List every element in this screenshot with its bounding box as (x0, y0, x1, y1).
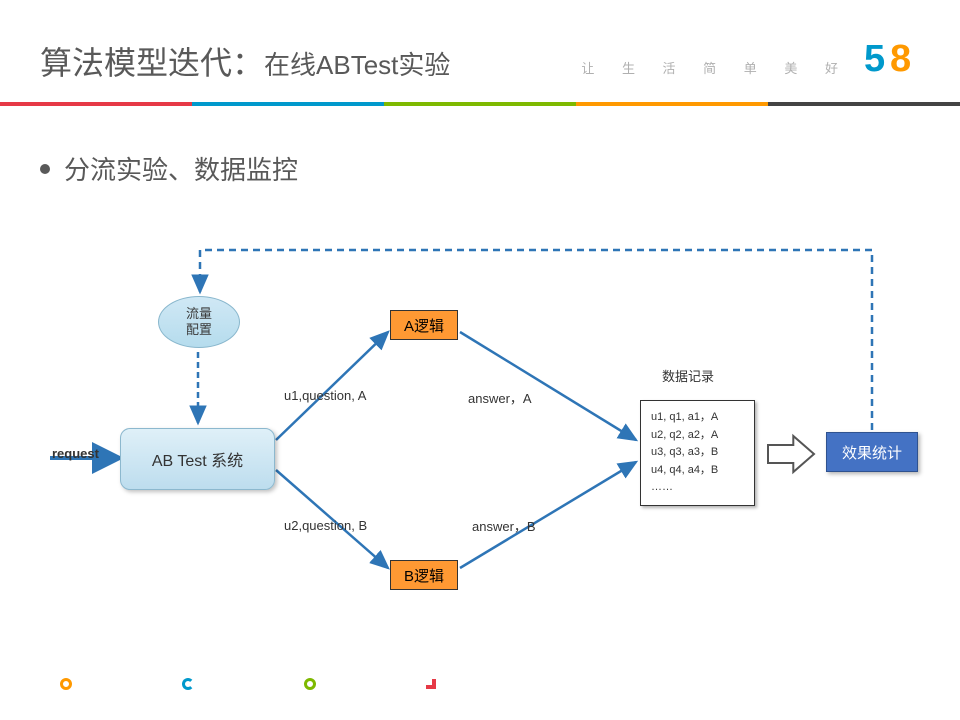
node-traffic-config: 流量配置 (158, 296, 240, 348)
logo-8: 8 (890, 38, 911, 81)
bullet-row: 分流实验、数据监控 (40, 150, 960, 187)
label-answer-a: answer，A (468, 388, 532, 407)
label-request: request (52, 446, 99, 461)
label-data-record: 数据记录 (662, 366, 714, 385)
node-abtest-system: AB Test 系统 (120, 428, 275, 490)
node-result-stats: 效果统计 (826, 432, 918, 472)
label-u1-question: u1,question, A (284, 388, 366, 403)
node-b-logic: B逻辑 (390, 560, 458, 590)
logo-58: 5 8 (864, 38, 922, 80)
page-title-sub: 在线ABTest实验 (264, 50, 450, 80)
bullet-dot-icon (40, 164, 50, 174)
footer-decoration (60, 678, 436, 690)
tagline: 让 生 活 简 单 美 好 (581, 58, 850, 77)
node-a-logic: A逻辑 (390, 310, 458, 340)
diagram-canvas: 流量配置 AB Test 系统 A逻辑 B逻辑 u1, q1, a1，Au2, … (0, 240, 960, 660)
bullet-text: 分流实验、数据监控 (64, 150, 298, 187)
label-answer-b: answer，B (472, 516, 536, 535)
color-bar (0, 102, 960, 106)
logo-5: 5 (864, 38, 885, 81)
node-data-log: u1, q1, a1，Au2, q2, a2，Au3, q3, a3，Bu4, … (640, 400, 755, 506)
label-u2-question: u2,question, B (284, 518, 367, 533)
page-title-main: 算法模型迭代： (40, 45, 264, 81)
